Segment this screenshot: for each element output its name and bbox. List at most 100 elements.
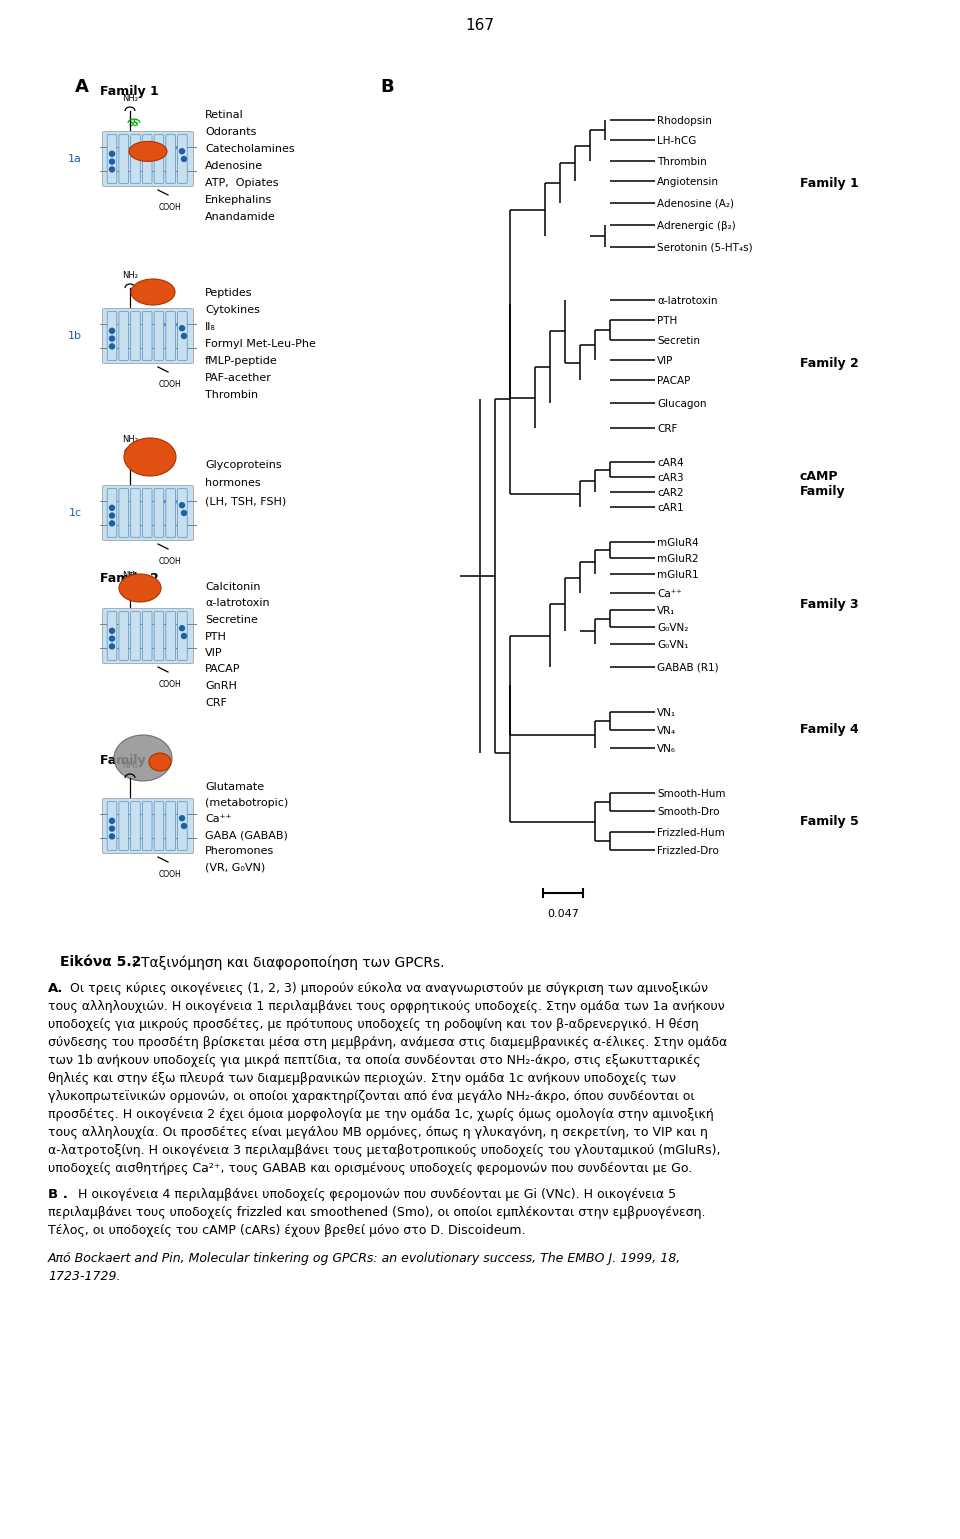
FancyBboxPatch shape xyxy=(119,135,129,183)
Text: (LH, TSH, FSH): (LH, TSH, FSH) xyxy=(205,496,286,506)
Text: Pheromones: Pheromones xyxy=(205,846,275,856)
Text: F: F xyxy=(168,336,172,342)
Text: Odorants: Odorants xyxy=(205,128,256,137)
Text: (metabotropic): (metabotropic) xyxy=(205,799,288,808)
Text: Family 2: Family 2 xyxy=(800,357,859,371)
Text: VN₁: VN₁ xyxy=(657,708,676,719)
Ellipse shape xyxy=(149,753,171,771)
Text: τους αλληλουχία. Οι προσδέτες είναι μεγάλου ΜΒ ορμόνες, όπως η γλυκαγόνη, η σεκρ: τους αλληλουχία. Οι προσδέτες είναι μεγά… xyxy=(48,1127,708,1139)
FancyBboxPatch shape xyxy=(142,135,152,183)
FancyBboxPatch shape xyxy=(155,312,164,360)
Text: PTH: PTH xyxy=(657,315,677,326)
Circle shape xyxy=(180,503,184,508)
Circle shape xyxy=(109,512,114,519)
Text: Formyl Met-Leu-Phe: Formyl Met-Leu-Phe xyxy=(205,339,316,349)
FancyBboxPatch shape xyxy=(119,312,129,360)
Text: (VR, G₀VN): (VR, G₀VN) xyxy=(205,862,265,873)
Circle shape xyxy=(109,643,114,649)
Text: Glutamate: Glutamate xyxy=(205,782,264,793)
Text: COOH: COOH xyxy=(158,680,181,689)
Ellipse shape xyxy=(114,736,172,780)
Text: Ca⁺⁺: Ca⁺⁺ xyxy=(205,814,231,823)
Text: υποδοχείς αισθητήρες Ca²⁺, τους GABAB και ορισμένους υποδοχείς φερομονών που συν: υποδοχείς αισθητήρες Ca²⁺, τους GABAB κα… xyxy=(48,1162,692,1174)
Circle shape xyxy=(180,326,184,331)
Text: COOH: COOH xyxy=(158,380,181,389)
Circle shape xyxy=(109,328,114,334)
Text: LH-hCG: LH-hCG xyxy=(657,135,696,146)
Circle shape xyxy=(109,834,114,839)
Circle shape xyxy=(109,636,114,642)
FancyBboxPatch shape xyxy=(155,802,164,851)
Text: PTH: PTH xyxy=(205,631,227,642)
Text: Secretine: Secretine xyxy=(205,616,258,625)
Text: cAR3: cAR3 xyxy=(657,472,684,483)
Text: Family 3: Family 3 xyxy=(800,599,858,611)
Text: VIP: VIP xyxy=(657,356,673,366)
Ellipse shape xyxy=(131,279,175,305)
Circle shape xyxy=(109,505,114,511)
FancyBboxPatch shape xyxy=(178,611,187,660)
Text: σύνδεσης του προσδέτη βρίσκεται μέσα στη μεμβράνη, ανάμεσα στις διαμεμβρανικές α: σύνδεσης του προσδέτη βρίσκεται μέσα στη… xyxy=(48,1036,728,1050)
FancyBboxPatch shape xyxy=(131,611,140,660)
Text: α-Iatrotoxin: α-Iatrotoxin xyxy=(205,599,270,608)
FancyBboxPatch shape xyxy=(178,135,187,183)
Text: τους αλληλουχιών. Η οικογένεια 1 περιλαμβάνει τους ορφρητικούς υποδοχείς. Στην ο: τους αλληλουχιών. Η οικογένεια 1 περιλαμ… xyxy=(48,1000,725,1013)
FancyBboxPatch shape xyxy=(103,608,194,663)
Text: COOH: COOH xyxy=(158,870,181,879)
Circle shape xyxy=(181,511,186,516)
Text: D: D xyxy=(111,337,116,343)
Text: R: R xyxy=(112,168,116,172)
FancyBboxPatch shape xyxy=(166,489,176,537)
Text: Secretin: Secretin xyxy=(657,336,700,346)
Text: υποδοχείς για μικρούς προσδέτες, με πρότυπους υποδοχείς τη ροδοψίνη και τον β-αδ: υποδοχείς για μικρούς προσδέτες, με πρότ… xyxy=(48,1017,699,1031)
Text: fMLP-peptide: fMLP-peptide xyxy=(205,356,277,366)
FancyBboxPatch shape xyxy=(142,489,152,537)
Text: P: P xyxy=(174,146,178,151)
Text: Ca⁺⁺: Ca⁺⁺ xyxy=(657,589,682,599)
Text: GABA (GABAB): GABA (GABAB) xyxy=(205,830,288,840)
Text: cAR4: cAR4 xyxy=(657,459,684,468)
Text: των 1b ανήκουν υποδοχείς για μικρά πεπτίδια, τα οποία συνδέονται στο ΝΗ₂-άκρο, σ: των 1b ανήκουν υποδοχείς για μικρά πεπτί… xyxy=(48,1054,701,1067)
FancyBboxPatch shape xyxy=(142,802,152,851)
Text: Family 5: Family 5 xyxy=(800,816,859,828)
Text: cAR1: cAR1 xyxy=(657,503,684,512)
Text: Eikόνα 5.2: Eikόνα 5.2 xyxy=(60,956,141,970)
FancyBboxPatch shape xyxy=(166,135,176,183)
Text: NH₂: NH₂ xyxy=(122,271,138,280)
Text: Smooth-Hum: Smooth-Hum xyxy=(657,790,726,799)
FancyBboxPatch shape xyxy=(103,131,194,186)
FancyBboxPatch shape xyxy=(131,135,140,183)
FancyBboxPatch shape xyxy=(166,802,176,851)
Text: Family 1: Family 1 xyxy=(100,85,158,98)
FancyBboxPatch shape xyxy=(166,312,176,360)
Text: cAR2: cAR2 xyxy=(657,488,684,499)
Circle shape xyxy=(181,334,186,339)
Text: Y: Y xyxy=(112,174,116,179)
Circle shape xyxy=(109,819,114,823)
FancyBboxPatch shape xyxy=(178,489,187,537)
Text: Cytokines: Cytokines xyxy=(205,305,260,315)
Text: Smooth-Dro: Smooth-Dro xyxy=(657,806,719,817)
Text: ATP,  Opiates: ATP, Opiates xyxy=(205,179,278,188)
Text: Rhodopsin: Rhodopsin xyxy=(657,115,712,126)
Text: Family 1: Family 1 xyxy=(800,177,859,189)
Text: περιλαμβάνει τους υποδοχείς frizzled και smoothened (Smo), οι οποίοι εμπλέκονται: περιλαμβάνει τους υποδοχείς frizzled και… xyxy=(48,1207,706,1219)
Text: α-Iatrotoxin: α-Iatrotoxin xyxy=(657,295,717,306)
Circle shape xyxy=(109,166,114,172)
Text: Y: Y xyxy=(112,528,116,532)
FancyBboxPatch shape xyxy=(108,312,117,360)
Text: Τέλος, οι υποδοχείς του cAMP (cARs) έχουν βρεθεί μόνο στο D. Discoideum.: Τέλος, οι υποδοχείς του cAMP (cARs) έχου… xyxy=(48,1224,525,1237)
Text: COOH: COOH xyxy=(158,203,181,212)
Text: Από Bockaert and Pin, Molecular tinkering og GPCRs: an evolutionary success, The: Από Bockaert and Pin, Molecular tinkerin… xyxy=(48,1253,682,1265)
Text: cAMP
Family: cAMP Family xyxy=(800,471,846,499)
Text: Α.: Α. xyxy=(48,982,63,996)
Text: Peptides: Peptides xyxy=(205,288,252,299)
Circle shape xyxy=(109,159,114,165)
Circle shape xyxy=(180,149,184,154)
Text: N: N xyxy=(180,331,184,336)
Circle shape xyxy=(181,634,186,639)
Text: COOH: COOH xyxy=(158,557,181,566)
Circle shape xyxy=(109,343,114,349)
Text: Family 4: Family 4 xyxy=(800,723,859,737)
Text: VN₆: VN₆ xyxy=(657,743,676,754)
